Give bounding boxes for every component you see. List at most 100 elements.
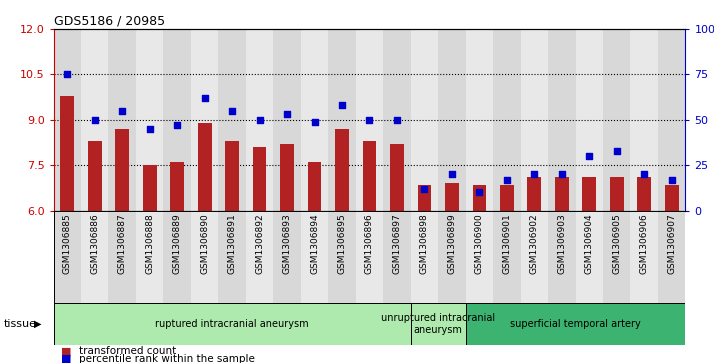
Bar <box>218 211 246 305</box>
Text: GSM1306886: GSM1306886 <box>90 213 99 274</box>
Point <box>473 189 485 195</box>
Bar <box>301 29 328 211</box>
Bar <box>521 211 548 305</box>
Text: unruptured intracranial
aneurysm: unruptured intracranial aneurysm <box>381 313 496 335</box>
Text: GSM1306889: GSM1306889 <box>173 213 181 274</box>
Bar <box>638 177 651 211</box>
Bar <box>246 211 273 305</box>
Text: ruptured intracranial aneurysm: ruptured intracranial aneurysm <box>156 319 309 329</box>
Bar <box>171 162 184 211</box>
Bar <box>466 211 493 305</box>
Point <box>611 148 623 154</box>
Text: GSM1306900: GSM1306900 <box>475 213 484 274</box>
Point <box>171 122 183 128</box>
Text: transformed count: transformed count <box>79 346 176 356</box>
Bar <box>54 211 81 305</box>
Text: GSM1306898: GSM1306898 <box>420 213 429 274</box>
Bar <box>328 211 356 305</box>
Text: GSM1306885: GSM1306885 <box>63 213 72 274</box>
Bar <box>301 211 328 305</box>
Bar <box>218 29 246 211</box>
Text: GDS5186 / 20985: GDS5186 / 20985 <box>54 15 165 28</box>
Bar <box>521 29 548 211</box>
Text: GSM1306893: GSM1306893 <box>283 213 291 274</box>
Bar <box>383 29 411 211</box>
Text: GSM1306891: GSM1306891 <box>228 213 236 274</box>
Bar <box>493 29 521 211</box>
Text: GSM1306901: GSM1306901 <box>503 213 511 274</box>
Point <box>528 171 540 177</box>
Point <box>391 117 403 123</box>
Bar <box>630 211 658 305</box>
Bar <box>328 29 356 211</box>
Bar <box>191 211 218 305</box>
Bar <box>575 29 603 211</box>
Bar <box>658 211 685 305</box>
Text: GSM1306897: GSM1306897 <box>393 213 401 274</box>
Point <box>199 95 211 101</box>
Bar <box>356 29 383 211</box>
Bar <box>191 29 218 211</box>
Point <box>583 153 595 159</box>
Bar <box>81 29 109 211</box>
Text: ■: ■ <box>61 346 71 356</box>
Bar <box>116 129 129 211</box>
Bar <box>466 303 685 345</box>
Bar <box>583 177 596 211</box>
Text: GSM1306895: GSM1306895 <box>338 213 346 274</box>
Point <box>638 171 650 177</box>
Text: GSM1306894: GSM1306894 <box>310 213 319 274</box>
Bar <box>548 211 575 305</box>
Bar <box>88 141 101 211</box>
Bar <box>445 183 459 211</box>
Bar <box>136 29 164 211</box>
Text: GSM1306892: GSM1306892 <box>255 213 264 274</box>
Point <box>254 117 266 123</box>
Bar <box>143 165 156 211</box>
Point <box>666 177 678 183</box>
Bar <box>665 185 678 211</box>
Text: percentile rank within the sample: percentile rank within the sample <box>79 354 254 363</box>
Bar <box>164 211 191 305</box>
Text: GSM1306903: GSM1306903 <box>558 213 566 274</box>
Text: GSM1306906: GSM1306906 <box>640 213 649 274</box>
Bar <box>54 303 411 345</box>
Text: GSM1306899: GSM1306899 <box>448 213 456 274</box>
Bar <box>390 144 404 211</box>
Bar <box>603 29 630 211</box>
Bar <box>548 29 575 211</box>
Bar <box>81 211 109 305</box>
Point <box>446 171 458 177</box>
Bar <box>280 144 294 211</box>
Bar <box>466 29 493 211</box>
Bar <box>473 185 486 211</box>
Bar <box>109 211 136 305</box>
Point <box>336 102 348 108</box>
Bar <box>253 147 266 211</box>
Bar <box>273 29 301 211</box>
Point <box>61 72 73 77</box>
Bar <box>136 211 164 305</box>
Bar <box>225 141 239 211</box>
Point <box>89 117 101 123</box>
Text: ■: ■ <box>61 354 71 363</box>
Text: GSM1306907: GSM1306907 <box>667 213 676 274</box>
Text: GSM1306896: GSM1306896 <box>365 213 374 274</box>
Bar <box>411 29 438 211</box>
Bar <box>528 177 541 211</box>
Bar <box>273 211 301 305</box>
Bar <box>411 211 438 305</box>
Bar <box>603 211 630 305</box>
Bar <box>555 177 568 211</box>
Bar <box>363 141 376 211</box>
Bar <box>335 129 349 211</box>
Bar <box>493 211 521 305</box>
Text: GSM1306888: GSM1306888 <box>145 213 154 274</box>
Bar <box>610 177 623 211</box>
Bar <box>109 29 136 211</box>
Bar <box>418 185 431 211</box>
Bar <box>356 211 383 305</box>
Point <box>556 171 568 177</box>
Text: GSM1306890: GSM1306890 <box>200 213 209 274</box>
Point <box>144 126 156 132</box>
